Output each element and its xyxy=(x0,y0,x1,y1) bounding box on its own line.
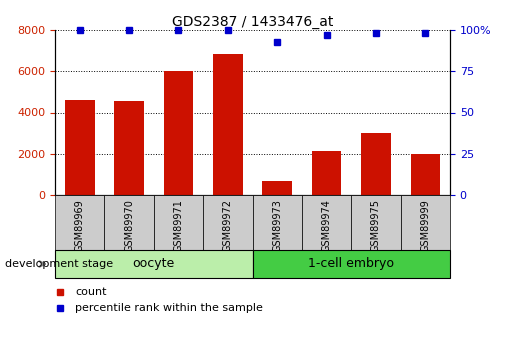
Text: GSM89999: GSM89999 xyxy=(420,199,430,252)
Text: GSM89971: GSM89971 xyxy=(173,199,183,252)
Bar xyxy=(400,195,450,250)
Bar xyxy=(252,250,450,278)
Bar xyxy=(361,133,391,195)
Text: GSM89973: GSM89973 xyxy=(272,199,282,252)
Text: oocyte: oocyte xyxy=(133,257,175,270)
Bar xyxy=(351,195,400,250)
Text: development stage: development stage xyxy=(5,259,113,269)
Text: GSM89969: GSM89969 xyxy=(75,199,85,252)
Bar xyxy=(105,195,154,250)
Text: GSM89970: GSM89970 xyxy=(124,199,134,252)
Bar xyxy=(312,151,341,195)
Text: 1-cell embryo: 1-cell embryo xyxy=(308,257,394,270)
Bar xyxy=(55,250,252,278)
Bar xyxy=(302,195,351,250)
Text: percentile rank within the sample: percentile rank within the sample xyxy=(75,303,263,313)
Text: GSM89974: GSM89974 xyxy=(322,199,332,252)
Bar xyxy=(411,154,440,195)
Bar xyxy=(164,71,193,195)
Bar xyxy=(55,195,105,250)
Title: GDS2387 / 1433476_at: GDS2387 / 1433476_at xyxy=(172,15,333,29)
Text: GSM89972: GSM89972 xyxy=(223,199,233,253)
Bar xyxy=(252,195,302,250)
Bar xyxy=(213,54,242,195)
Bar xyxy=(65,100,94,195)
Bar xyxy=(154,195,203,250)
Bar xyxy=(203,195,252,250)
Text: GSM89975: GSM89975 xyxy=(371,199,381,253)
Text: count: count xyxy=(75,287,107,297)
Bar xyxy=(114,101,144,195)
Bar xyxy=(263,180,292,195)
